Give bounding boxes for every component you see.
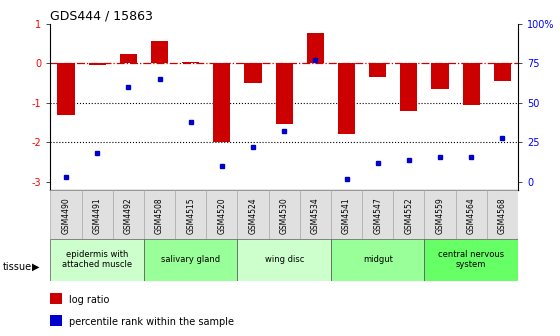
Bar [245, 63, 262, 83]
Bar [113, 190, 144, 239]
Bar [300, 190, 331, 239]
Bar [463, 63, 480, 105]
Bar [175, 190, 206, 239]
Text: GSM4524: GSM4524 [249, 197, 258, 234]
Bar [400, 63, 417, 111]
Text: epidermis with
attached muscle: epidermis with attached muscle [62, 250, 132, 269]
Bar [58, 63, 74, 115]
Text: GSM4508: GSM4508 [155, 197, 164, 234]
Text: GSM4491: GSM4491 [92, 197, 102, 234]
Bar [424, 239, 518, 281]
Bar [144, 239, 237, 281]
Bar [369, 63, 386, 77]
Bar [50, 190, 82, 239]
Bar [213, 63, 230, 142]
Text: GSM4530: GSM4530 [279, 197, 289, 234]
Bar [50, 239, 144, 281]
Text: tissue: tissue [3, 262, 32, 272]
Bar [338, 63, 355, 134]
Text: GDS444 / 15863: GDS444 / 15863 [50, 9, 153, 23]
Bar [50, 315, 62, 326]
Bar [50, 293, 62, 304]
Bar [237, 239, 331, 281]
Bar [120, 54, 137, 63]
Bar [424, 190, 456, 239]
Text: GSM4552: GSM4552 [404, 197, 413, 234]
Text: wing disc: wing disc [264, 255, 304, 264]
Bar [276, 63, 293, 125]
Text: GSM4492: GSM4492 [124, 197, 133, 234]
Bar [494, 63, 511, 81]
Text: central nervous
system: central nervous system [438, 250, 505, 269]
Bar [182, 61, 199, 63]
Text: GSM4520: GSM4520 [217, 197, 226, 234]
Bar [331, 190, 362, 239]
Text: GSM4541: GSM4541 [342, 197, 351, 234]
Text: GSM4559: GSM4559 [436, 197, 445, 234]
Bar [307, 33, 324, 63]
Text: GSM4564: GSM4564 [466, 197, 476, 234]
Text: GSM4547: GSM4547 [373, 197, 382, 234]
Text: GSM4490: GSM4490 [62, 197, 71, 234]
Bar [144, 190, 175, 239]
Text: GSM4515: GSM4515 [186, 197, 195, 234]
Bar [151, 41, 168, 63]
Bar [206, 190, 237, 239]
Bar [269, 190, 300, 239]
Text: percentile rank within the sample: percentile rank within the sample [69, 317, 234, 327]
Bar [82, 190, 113, 239]
Bar [331, 239, 424, 281]
Bar [393, 190, 424, 239]
Bar [88, 63, 106, 65]
Bar [237, 190, 269, 239]
Text: GSM4534: GSM4534 [311, 197, 320, 234]
Text: midgut: midgut [363, 255, 393, 264]
Bar [456, 190, 487, 239]
Text: salivary gland: salivary gland [161, 255, 220, 264]
Bar [487, 190, 518, 239]
Bar [432, 63, 449, 89]
Text: ▶: ▶ [32, 262, 39, 272]
Bar [362, 190, 393, 239]
Text: GSM4568: GSM4568 [498, 197, 507, 234]
Text: log ratio: log ratio [69, 295, 109, 305]
